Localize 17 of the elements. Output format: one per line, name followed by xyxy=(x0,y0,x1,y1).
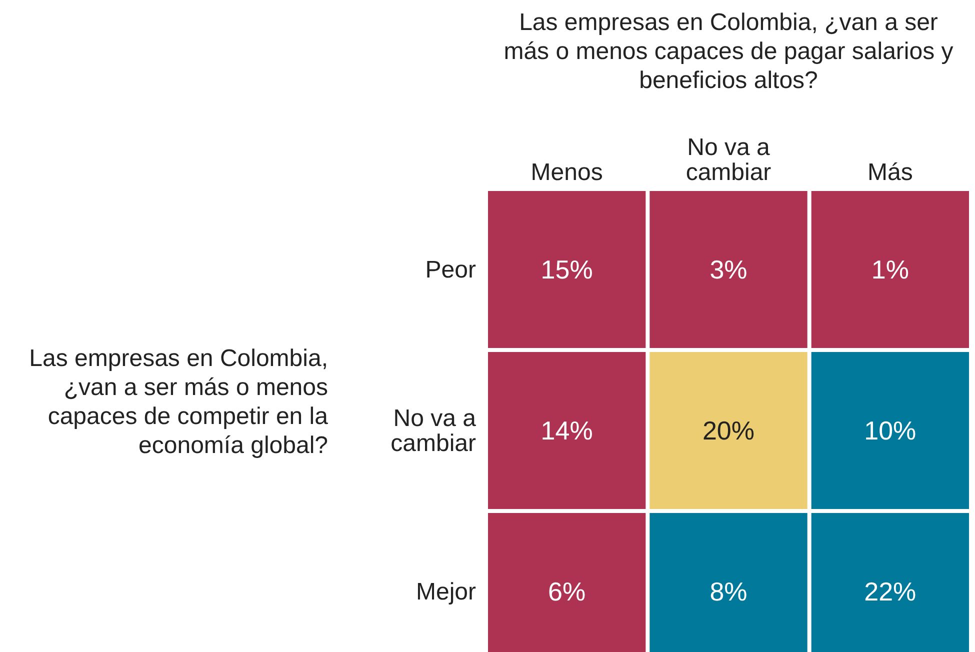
data-label: 20% xyxy=(702,416,755,446)
y-axis-title: Las empresas en Colombia, ¿van a ser más o menos capaces de competir en la economía global? xyxy=(29,345,329,459)
data-label: 14% xyxy=(540,416,593,446)
x-tick-label: Más xyxy=(867,159,913,186)
data-label: 8% xyxy=(710,576,748,606)
data-label: 22% xyxy=(864,576,916,606)
data-label: 6% xyxy=(548,576,586,606)
x-axis-title: Las empresas en Colombia, ¿van a ser más o menos capaces de pagar salarios y beneficios altos? xyxy=(504,9,954,94)
y-tick-label: Mejor xyxy=(416,578,476,606)
data-label: 1% xyxy=(871,254,909,284)
y-tick-label: No va a cambiar xyxy=(390,405,477,457)
y-tick-label: Peor xyxy=(425,256,476,284)
data-label: 10% xyxy=(864,416,916,446)
data-label: 3% xyxy=(710,254,748,284)
x-tick-label: Menos xyxy=(530,159,603,186)
x-tick-label: No va a cambiar xyxy=(686,134,772,186)
data-label: 15% xyxy=(540,254,593,284)
